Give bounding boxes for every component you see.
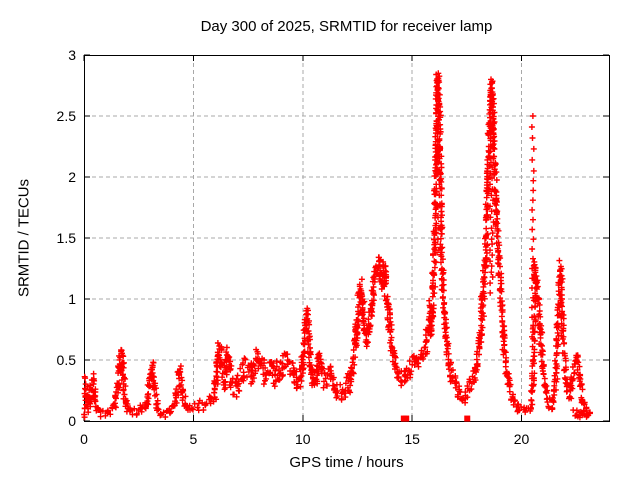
y-tick-label: 0.5 bbox=[57, 352, 77, 368]
y-tick-label: 0 bbox=[68, 413, 76, 429]
chart-title: Day 300 of 2025, SRMTID for receiver lam… bbox=[200, 18, 493, 35]
x-tick-label: 0 bbox=[80, 431, 88, 447]
y-tick-label: 2.5 bbox=[57, 108, 77, 124]
zero-value-marker bbox=[403, 415, 410, 422]
scatter-points bbox=[81, 70, 593, 421]
zero-value-marker bbox=[464, 415, 471, 422]
y-tick-label: 2 bbox=[68, 169, 76, 185]
x-tick-label: 5 bbox=[189, 431, 197, 447]
x-tick-label: 20 bbox=[514, 431, 530, 447]
y-tick-label: 1 bbox=[68, 291, 76, 307]
x-tick-label: 10 bbox=[295, 431, 311, 447]
x-tick-label: 15 bbox=[404, 431, 420, 447]
x-axis-label: GPS time / hours bbox=[289, 454, 404, 471]
y-tick-label: 3 bbox=[68, 47, 76, 63]
y-tick-label: 1.5 bbox=[57, 230, 77, 246]
